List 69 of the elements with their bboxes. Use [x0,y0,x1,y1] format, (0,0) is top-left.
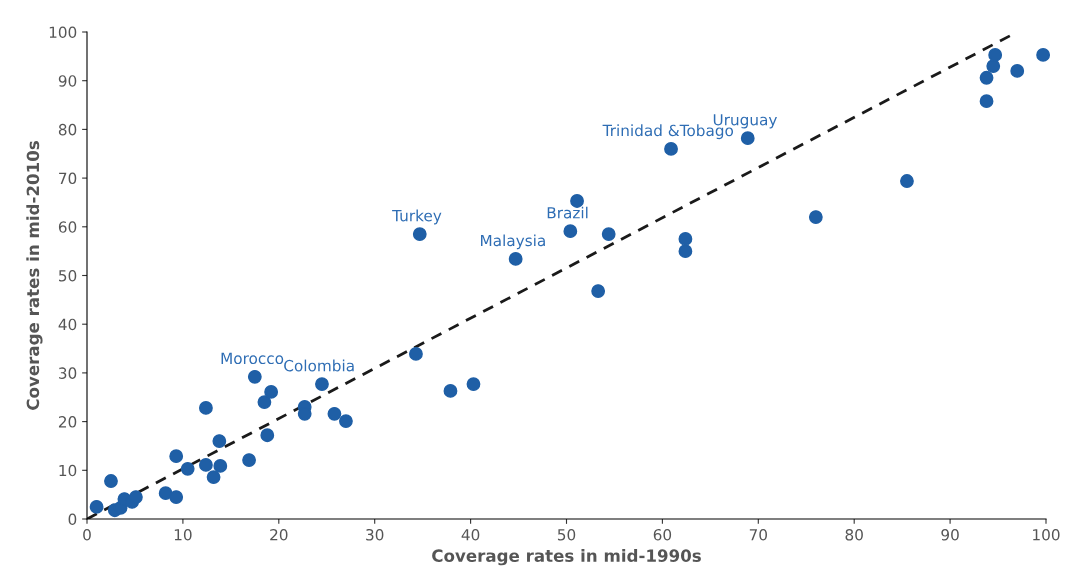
point [563,224,578,239]
x-tick-label: 40 [461,528,480,541]
annotation: Brazil [547,206,588,219]
x-tick-label: 80 [845,528,863,541]
point [327,406,342,421]
y-tick-label: 60 [58,221,77,233]
point [169,449,184,464]
point [740,131,755,146]
point [664,141,678,156]
point [409,347,423,361]
point [104,474,118,488]
annotation: Malaysia [481,234,545,250]
point [601,227,616,242]
point [315,377,329,392]
point [979,70,994,85]
annotation: Colombia [284,359,354,372]
point [158,486,173,501]
point [986,59,1001,73]
point [257,395,272,410]
point [1010,64,1025,78]
y-tick-label: 50 [59,269,77,282]
x-tick-label: 50 [557,528,576,541]
y-axis-title: Coverage rates in mid-2010s [26,141,43,410]
annotation: Turkey [392,209,442,225]
point [169,490,184,504]
annotation: Morocco [221,352,284,365]
point [979,94,994,109]
point [678,244,693,259]
x-tick-label: 90 [941,528,959,541]
point [199,458,213,472]
point [808,210,823,224]
x-tick-label: 30 [366,528,384,541]
point [213,459,228,473]
point [129,490,143,504]
y-tick-label: 10 [59,464,77,477]
y-tick-label: 90 [58,75,77,87]
point [206,470,221,485]
y-tick-label: 30 [59,367,77,379]
point [339,414,353,429]
y-tick-label: 80 [58,123,77,136]
point [508,252,523,266]
x-tick-label: 100 [1033,528,1060,541]
point [1036,47,1051,62]
point [212,434,227,448]
point [242,453,256,467]
point [199,401,213,415]
point [260,428,275,443]
point [900,174,914,188]
x-axis-title: Coverage rates in mid-1990s [432,549,701,566]
x-tick-label: 70 [749,528,768,541]
y-tick-label: 40 [58,318,77,331]
point [678,232,693,246]
y-tick-label: 70 [59,172,77,185]
x-tick-label: 20 [270,528,288,541]
x-tick-label: 10 [174,528,192,541]
point [412,227,427,242]
point [89,499,104,514]
y-tick-label: 100 [49,26,77,39]
point [180,461,195,476]
point [591,284,606,298]
x-tick-label: 0 [83,528,91,541]
y-tick-label: 0 [68,513,77,526]
x-tick-label: 60 [653,528,672,541]
point [988,47,1003,62]
y-tick-label: 20 [58,416,77,428]
point [264,384,279,399]
point [466,377,481,392]
point [247,369,262,384]
point [443,384,458,398]
